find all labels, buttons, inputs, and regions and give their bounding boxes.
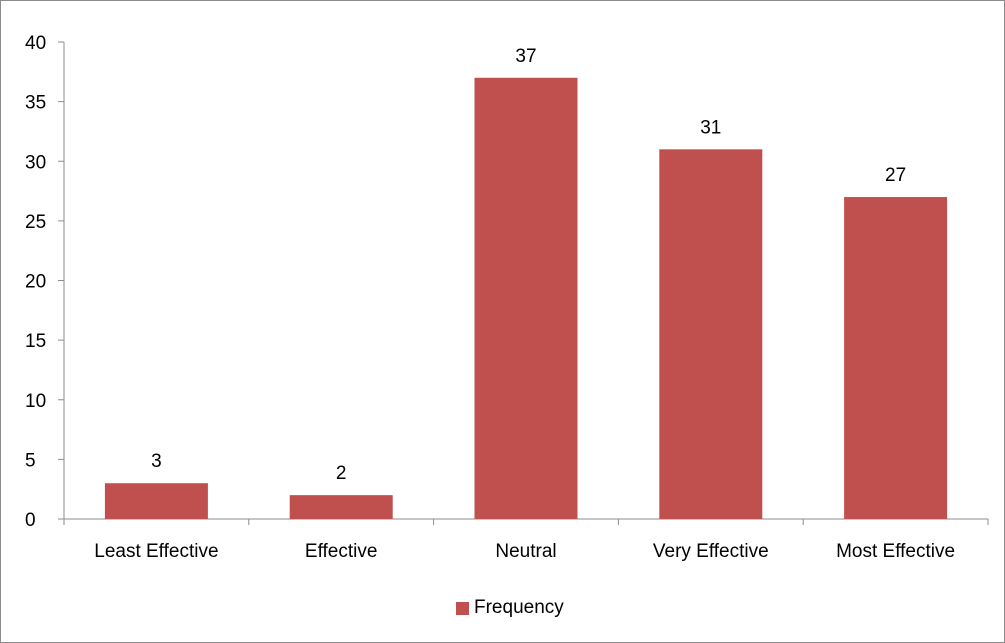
legend-label: Frequency xyxy=(474,597,564,618)
x-category-label: Neutral xyxy=(495,541,556,562)
x-category-label: Effective xyxy=(305,541,378,562)
bar-effective xyxy=(289,495,393,519)
y-axis-ticks: 0 5 10 15 20 25 30 35 40 xyxy=(25,33,64,531)
data-label: 2 xyxy=(336,463,347,484)
data-labels: 3 2 37 31 27 xyxy=(151,46,906,484)
x-category-label: Very Effective xyxy=(653,541,769,562)
bar-very-effective xyxy=(659,149,763,519)
data-label: 37 xyxy=(515,46,536,67)
y-tick-label: 5 xyxy=(25,450,36,471)
data-label: 31 xyxy=(700,117,721,138)
y-tick-label: 40 xyxy=(25,33,46,54)
data-label: 3 xyxy=(151,451,162,472)
y-tick-label: 35 xyxy=(25,93,46,114)
bar-most-effective xyxy=(844,197,948,519)
y-tick-label: 30 xyxy=(25,152,46,173)
data-label: 27 xyxy=(885,165,906,186)
legend-swatch xyxy=(456,601,469,615)
bar-neutral xyxy=(474,77,578,520)
x-category-label: Least Effective xyxy=(94,541,218,562)
bar-least-effective xyxy=(104,483,208,519)
x-category-label: Most Effective xyxy=(836,541,955,562)
legend: Frequency xyxy=(456,596,564,620)
y-tick-label: 10 xyxy=(25,391,46,412)
x-axis-labels: Least Effective Effective Neutral Very Effe… xyxy=(94,541,955,562)
bars xyxy=(104,77,948,520)
y-tick-label: 20 xyxy=(25,272,46,293)
y-tick-label: 25 xyxy=(25,212,46,233)
y-tick-label: 15 xyxy=(25,331,46,352)
y-tick-label: 0 xyxy=(25,510,36,531)
